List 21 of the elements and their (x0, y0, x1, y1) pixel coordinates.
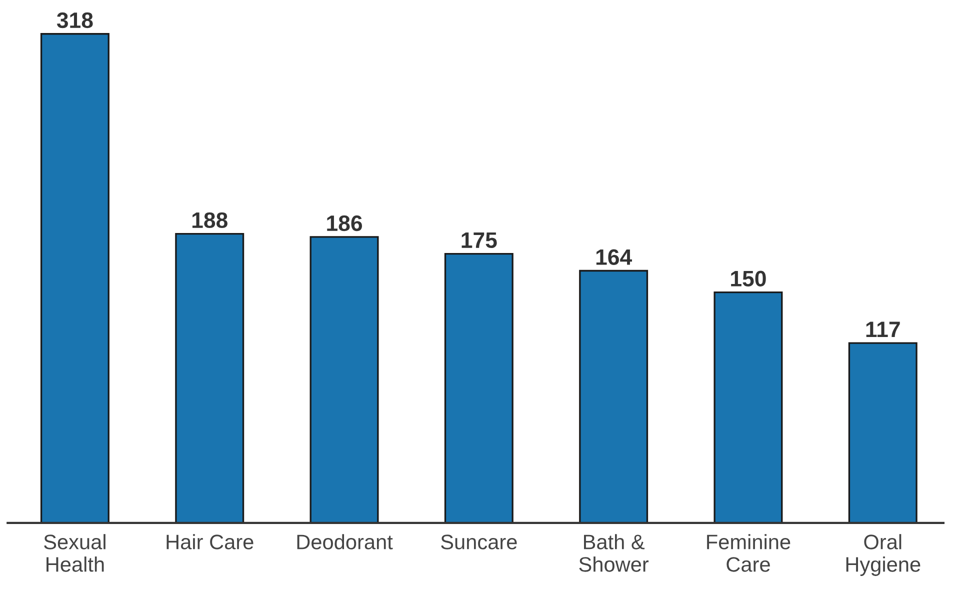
data-label: 186 (327, 215, 362, 232)
x-tick-label: Oral Hygiene (846, 534, 920, 576)
data-label: 117 (866, 322, 900, 338)
x-tick-label: Hair Care (166, 534, 254, 550)
bar (175, 232, 244, 523)
x-tick-label: Bath & Shower (579, 534, 649, 572)
bar (579, 270, 648, 523)
x-tick-label: Suncare (441, 534, 517, 550)
bar (40, 33, 110, 523)
data-label: 150 (731, 270, 766, 286)
x-tick-label: Sexual Health (44, 534, 106, 572)
bar (444, 252, 514, 523)
data-label: 188 (192, 212, 228, 228)
data-label: 318 (56, 12, 93, 28)
data-label: 164 (596, 249, 632, 265)
bar (848, 342, 918, 523)
bar (714, 291, 783, 523)
bar (310, 236, 379, 523)
data-label: 175 (462, 232, 497, 248)
x-tick-label: Deodorant (297, 534, 393, 550)
x-tick-label: Feminine Care (707, 534, 790, 572)
